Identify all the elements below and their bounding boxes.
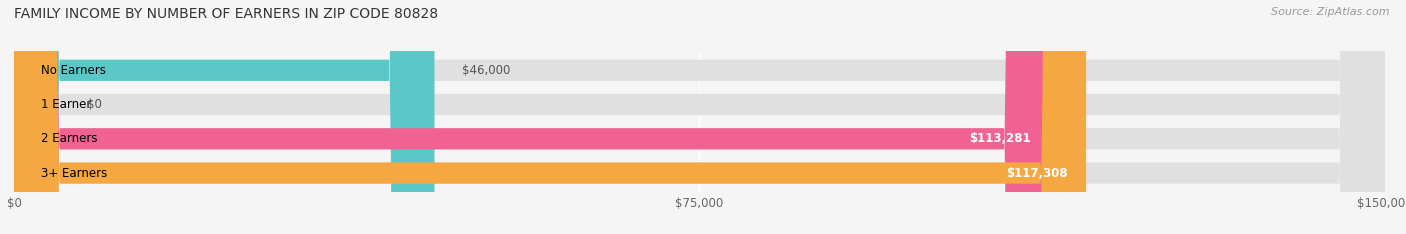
FancyBboxPatch shape — [14, 0, 1087, 234]
FancyBboxPatch shape — [14, 0, 1385, 234]
Text: $46,000: $46,000 — [463, 64, 510, 77]
Text: $117,308: $117,308 — [1007, 167, 1069, 179]
Text: $113,281: $113,281 — [969, 132, 1031, 145]
FancyBboxPatch shape — [14, 0, 1049, 234]
Text: $0: $0 — [87, 98, 103, 111]
Text: No Earners: No Earners — [42, 64, 107, 77]
Text: FAMILY INCOME BY NUMBER OF EARNERS IN ZIP CODE 80828: FAMILY INCOME BY NUMBER OF EARNERS IN ZI… — [14, 7, 439, 21]
Text: 2 Earners: 2 Earners — [42, 132, 98, 145]
FancyBboxPatch shape — [14, 0, 1385, 234]
FancyBboxPatch shape — [14, 0, 1385, 234]
FancyBboxPatch shape — [14, 0, 1385, 234]
Text: Source: ZipAtlas.com: Source: ZipAtlas.com — [1271, 7, 1389, 17]
Text: 1 Earner: 1 Earner — [42, 98, 91, 111]
Text: 3+ Earners: 3+ Earners — [42, 167, 108, 179]
FancyBboxPatch shape — [14, 0, 434, 234]
